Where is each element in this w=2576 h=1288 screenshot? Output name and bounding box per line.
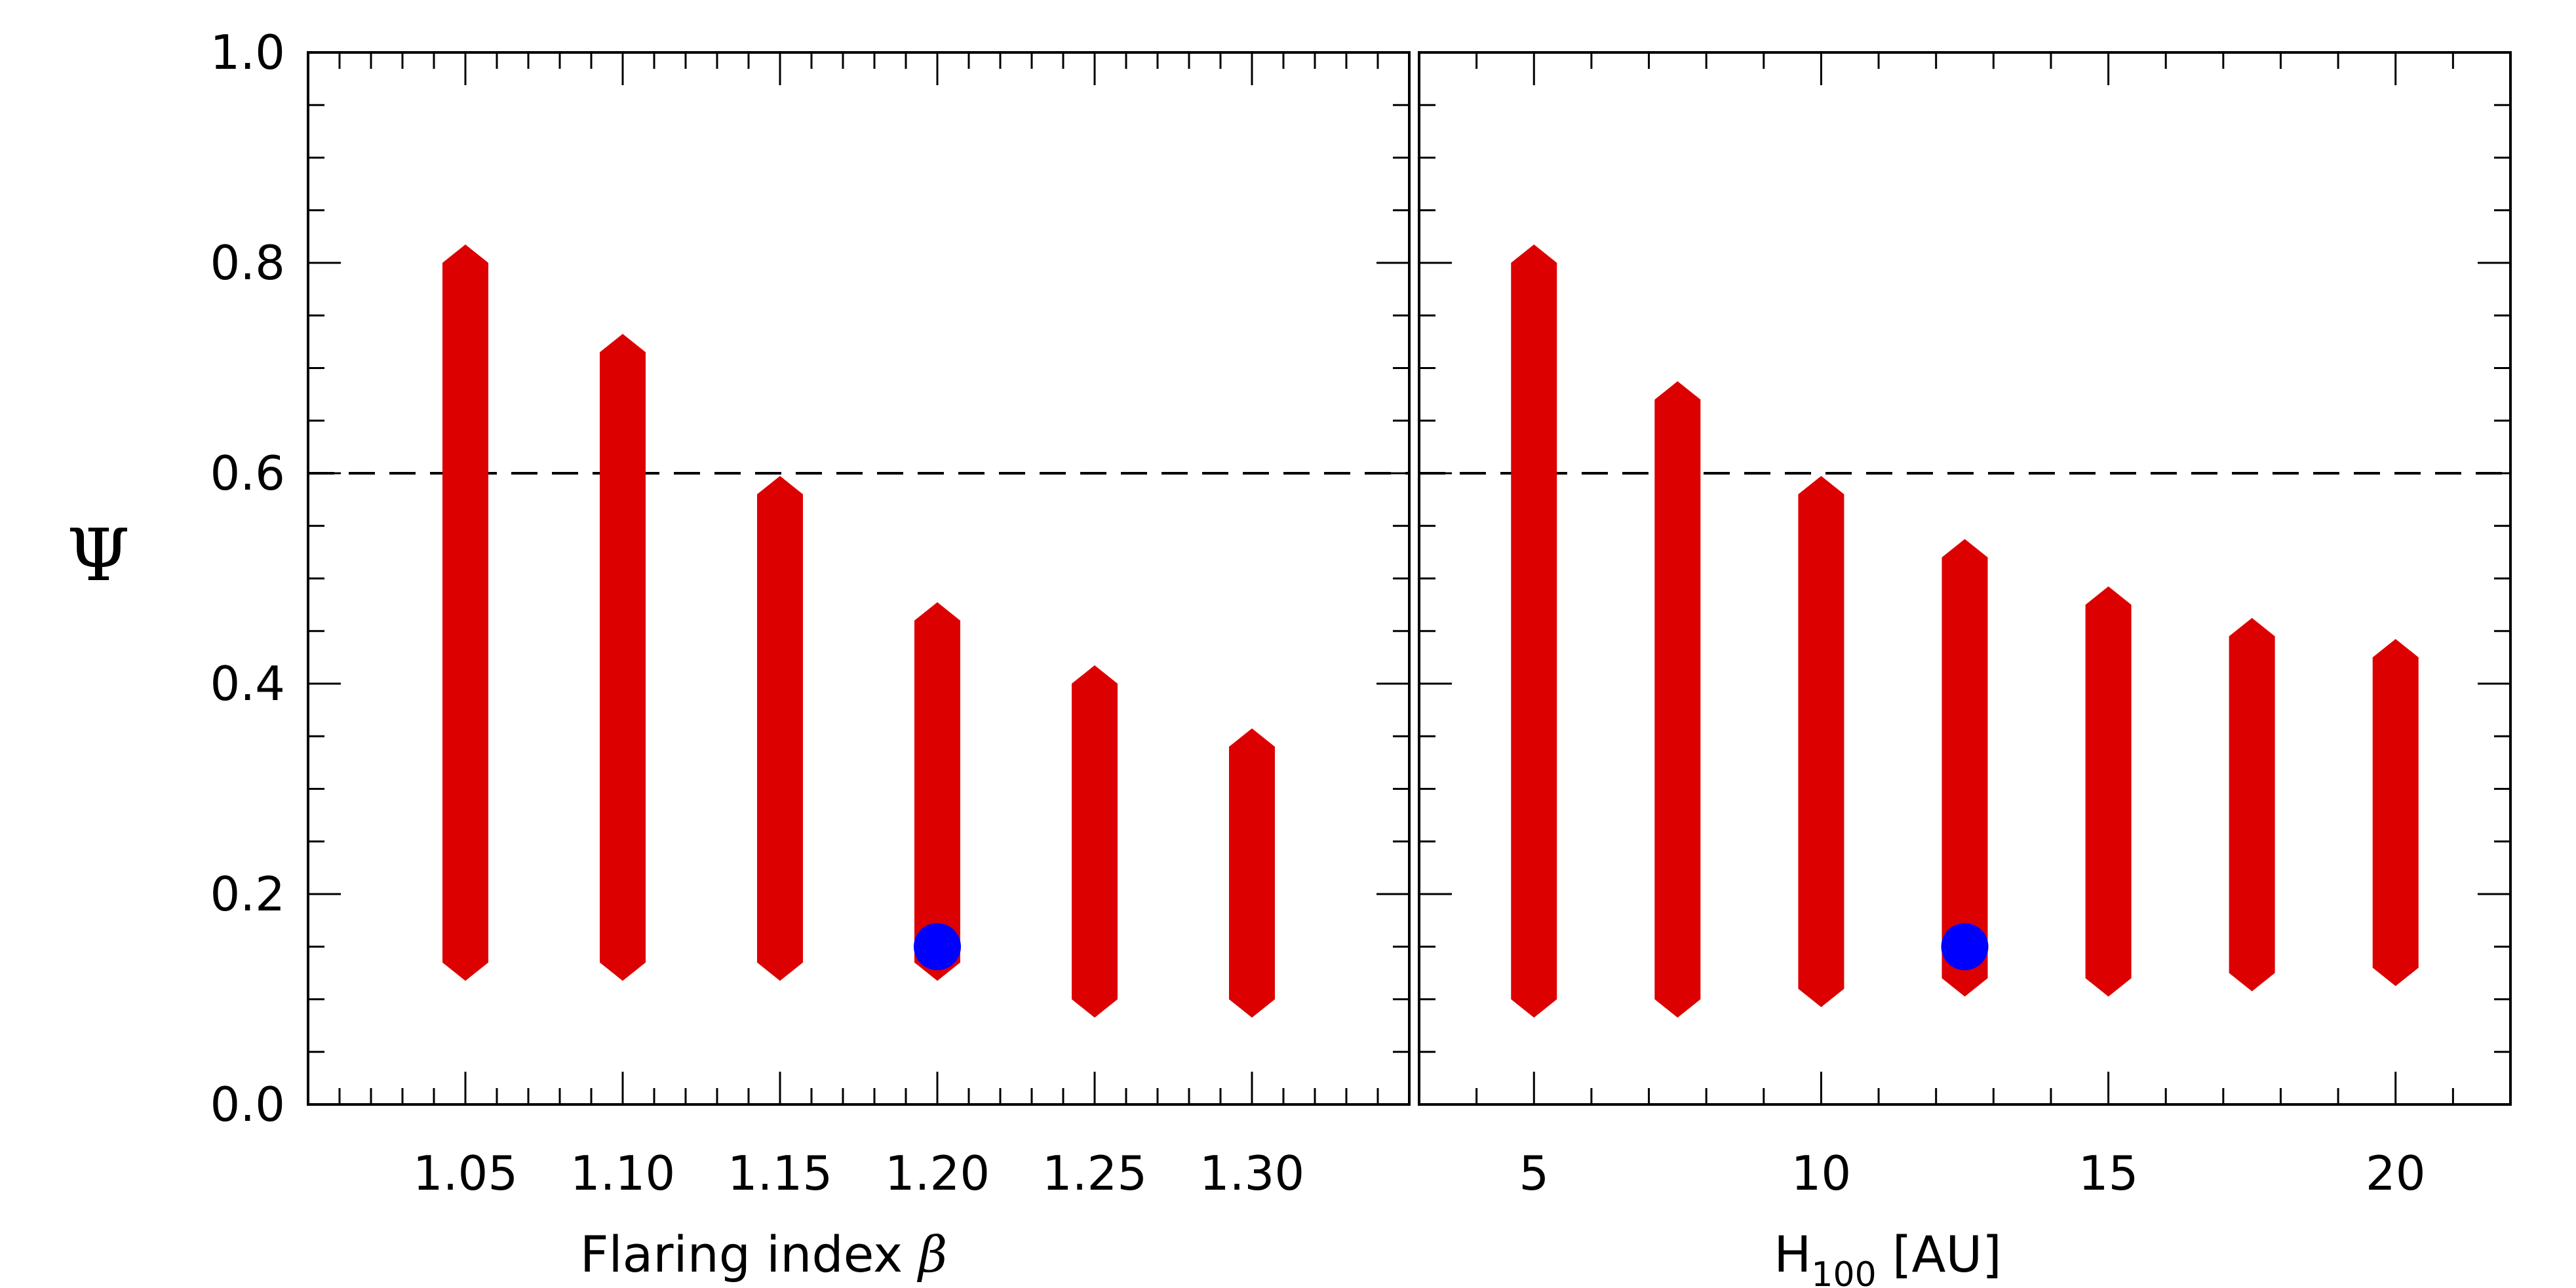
y-tick-label: 0.0	[210, 1077, 285, 1132]
right-marker-point	[1941, 923, 1989, 971]
left-range-bar-2	[600, 334, 646, 981]
y-axis-label: Ψ	[67, 513, 130, 597]
left-x-axis-label-symbol: β	[916, 1225, 947, 1283]
right-x-tick-label: 20	[2366, 1146, 2426, 1201]
right-x-axis-label: H100 [AU]	[1774, 1225, 2002, 1288]
left-range-bar-4	[914, 602, 960, 981]
y-tick-label: 0.6	[210, 446, 285, 501]
right-x-axis-label-main: H	[1774, 1225, 1811, 1283]
left-x-tick-label: 1.10	[570, 1146, 675, 1201]
right-x-tick-label: 5	[1519, 1146, 1549, 1201]
left-range-bar-3	[757, 476, 803, 981]
right-range-bar-7	[2372, 638, 2419, 986]
right-x-tick-label: 10	[1791, 1146, 1852, 1201]
y-tick-label: 0.2	[210, 867, 285, 922]
left-x-tick-label: 1.30	[1200, 1146, 1304, 1201]
left-x-tick-label: 1.05	[413, 1146, 518, 1201]
right-range-bar-6	[2229, 617, 2275, 992]
left-x-tick-label: 1.25	[1042, 1146, 1147, 1201]
right-x-axis-label-unit: [AU]	[1877, 1225, 2002, 1283]
left-range-bar-6	[1229, 728, 1275, 1018]
left-x-axis-label-text: Flaring index	[580, 1225, 918, 1283]
right-range-bar-4	[1942, 539, 1988, 997]
left-x-axis-label: Flaring index β	[580, 1225, 947, 1283]
right-panel: 5 10 15 20	[1418, 51, 2512, 1201]
left-marker-point	[914, 923, 961, 971]
y-tick-label: 0.8	[210, 235, 285, 290]
left-panel: 0.0 0.2 0.4 0.6 0.8 1.0 1.05 1.10 1.15 1.20 1.25 1.…	[210, 25, 1411, 1201]
right-x-tick-label: 15	[2078, 1146, 2139, 1201]
right-range-bar-1	[1511, 244, 1557, 1018]
y-tick-label: 0.4	[210, 656, 285, 711]
right-range-bar-2	[1654, 381, 1701, 1018]
right-range-bar-5	[2085, 586, 2132, 997]
left-range-bar-1	[442, 244, 488, 981]
right-range-bar-3	[1798, 476, 1844, 1007]
left-range-bar-5	[1072, 665, 1118, 1018]
y-tick-label: 1.0	[210, 25, 285, 80]
right-x-axis-label-sub: 100	[1811, 1255, 1876, 1288]
left-x-tick-label: 1.15	[728, 1146, 832, 1201]
left-x-tick-label: 1.20	[885, 1146, 990, 1201]
